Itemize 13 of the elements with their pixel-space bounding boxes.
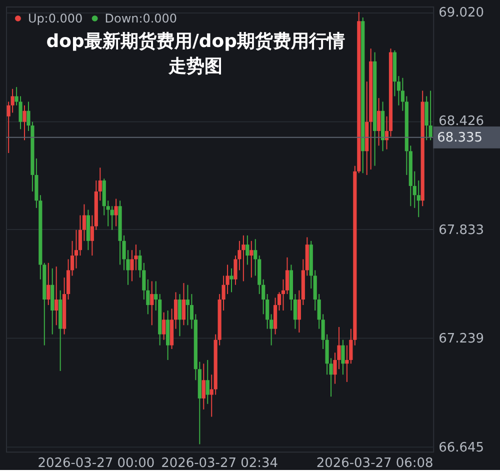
y-tick-label: 68.426: [438, 114, 484, 130]
legend-label: Up:0.000: [28, 11, 83, 26]
ref-line-label: 68.335: [437, 130, 483, 146]
x-tick-label: 2026-03-27 00:00: [38, 456, 155, 472]
y-tick-label: 67.239: [438, 332, 484, 347]
y-tick-label: 67.833: [438, 222, 484, 238]
y-tick-label: 66.645: [438, 440, 484, 456]
text: dop最新期货费用/dop期货费用行情走势图: [46, 30, 345, 77]
y-tick-label: 69.020: [438, 5, 484, 20]
x-tick-label: 2026-03-27 02:34: [161, 456, 278, 472]
x-tick-label: 2026-03-27 06:08: [316, 456, 434, 472]
candlestick: [230, 268, 234, 292]
legend-label: Down:0.000: [104, 11, 178, 26]
